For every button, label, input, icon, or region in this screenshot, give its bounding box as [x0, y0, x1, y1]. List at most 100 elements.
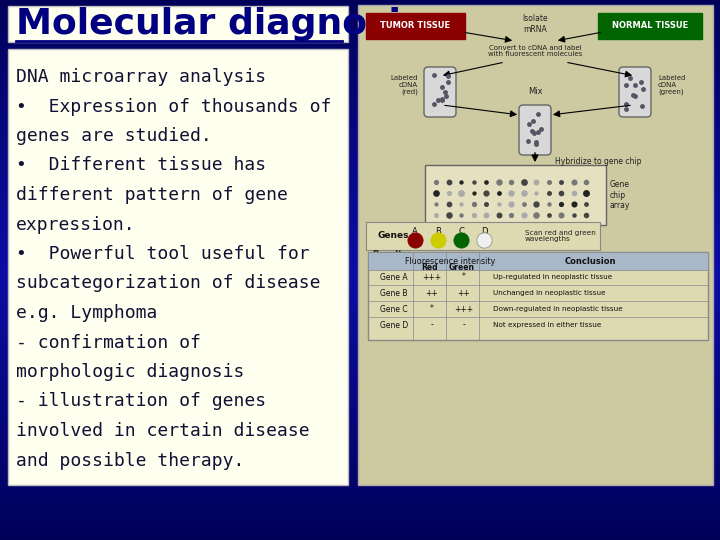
Bar: [0, 307, 720, 310]
Text: morphologic diagnosis: morphologic diagnosis: [16, 363, 244, 381]
Text: -: -: [431, 321, 433, 329]
Bar: [0, 342, 720, 346]
Bar: [0, 266, 720, 270]
Bar: [0, 301, 720, 305]
Bar: [0, 210, 720, 213]
Bar: [0, 274, 720, 278]
Text: Fluorescence intensity: Fluorescence intensity: [405, 256, 495, 266]
Bar: [0, 120, 720, 124]
Bar: [0, 131, 720, 135]
Bar: [0, 220, 720, 224]
Bar: [0, 93, 720, 97]
Bar: [0, 515, 720, 518]
Bar: [0, 436, 720, 440]
Bar: [0, 250, 720, 254]
Bar: [0, 245, 720, 248]
Bar: [0, 409, 720, 413]
Bar: [0, 450, 720, 454]
Bar: [0, 361, 720, 365]
Bar: [0, 277, 720, 281]
Bar: [0, 523, 720, 526]
Bar: [0, 309, 720, 313]
Bar: [0, 482, 720, 486]
Bar: [0, 212, 720, 216]
Bar: [0, 439, 720, 443]
Bar: [0, 164, 720, 167]
Text: *: *: [430, 305, 434, 314]
Bar: [0, 102, 720, 105]
Bar: [0, 469, 720, 472]
Bar: [0, 83, 720, 86]
Bar: [0, 129, 720, 132]
Bar: [0, 85, 720, 89]
Bar: [0, 56, 720, 59]
Bar: [0, 4, 720, 8]
Bar: [0, 137, 720, 140]
Bar: [0, 423, 720, 427]
Bar: [0, 377, 720, 381]
Bar: [0, 534, 720, 537]
Text: Mix: Mix: [528, 87, 542, 97]
Bar: [0, 72, 720, 76]
Bar: [0, 336, 720, 340]
Text: Hybridize to gene chip: Hybridize to gene chip: [555, 158, 642, 166]
Bar: [0, 339, 720, 343]
Bar: [0, 426, 720, 429]
Text: Green: Green: [449, 264, 475, 273]
Bar: [0, 525, 720, 529]
Bar: [0, 453, 720, 456]
Bar: [0, 115, 720, 119]
Bar: [0, 412, 720, 416]
FancyBboxPatch shape: [519, 105, 551, 155]
Bar: [0, 264, 720, 267]
Bar: [0, 507, 720, 510]
Text: ++: ++: [426, 288, 438, 298]
Bar: [0, 328, 720, 332]
Bar: [0, 191, 720, 194]
Bar: [0, 201, 720, 205]
Bar: [0, 48, 720, 51]
Bar: [0, 288, 720, 292]
Bar: [0, 463, 720, 467]
Text: ++: ++: [458, 288, 470, 298]
Bar: [0, 177, 720, 181]
Bar: [0, 380, 720, 383]
FancyBboxPatch shape: [366, 13, 465, 39]
Bar: [0, 296, 720, 300]
Text: Gene C: Gene C: [380, 305, 408, 314]
Bar: [0, 480, 720, 483]
Bar: [0, 455, 720, 459]
FancyBboxPatch shape: [8, 6, 348, 42]
Bar: [0, 320, 720, 324]
Bar: [0, 399, 720, 402]
Bar: [0, 350, 720, 354]
Bar: [0, 29, 720, 32]
Text: •  Powerful tool useful for: • Powerful tool useful for: [16, 245, 310, 263]
Bar: [0, 272, 720, 275]
Bar: [0, 247, 720, 251]
Text: e.g. Lymphoma: e.g. Lymphoma: [16, 304, 158, 322]
Text: D: D: [481, 227, 487, 237]
Bar: [0, 396, 720, 400]
Bar: [0, 50, 720, 54]
Bar: [0, 355, 720, 359]
Bar: [0, 517, 720, 521]
Bar: [0, 372, 720, 375]
Bar: [0, 139, 720, 143]
Bar: [0, 112, 720, 116]
Text: Gene A: Gene A: [380, 273, 408, 281]
FancyBboxPatch shape: [425, 165, 606, 225]
Bar: [0, 428, 720, 432]
Bar: [0, 420, 720, 424]
Bar: [0, 385, 720, 389]
Bar: [0, 237, 720, 240]
Bar: [0, 255, 720, 259]
Text: Not expressed in either tissue: Not expressed in either tissue: [493, 322, 601, 328]
FancyBboxPatch shape: [368, 252, 708, 270]
Bar: [0, 315, 720, 319]
Text: Gene D: Gene D: [380, 321, 408, 329]
Text: Red: Red: [422, 264, 438, 273]
Bar: [0, 23, 720, 27]
FancyBboxPatch shape: [598, 13, 702, 39]
Bar: [0, 458, 720, 462]
